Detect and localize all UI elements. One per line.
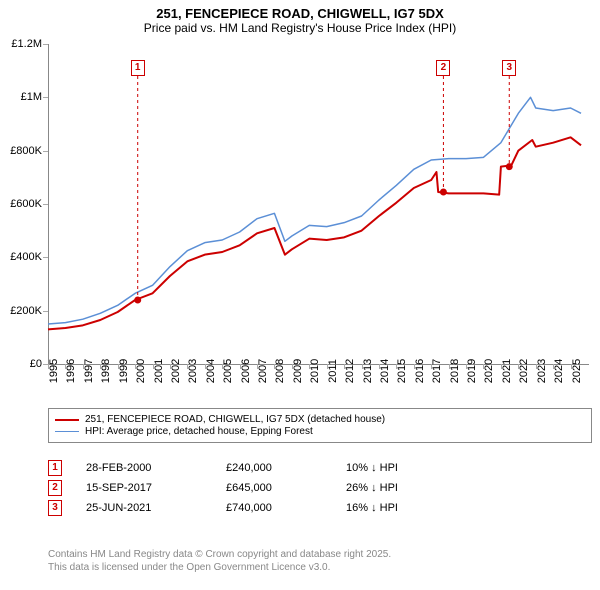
x-axis-tick-label: 2024: [553, 359, 565, 383]
transaction-date: 25-JUN-2021: [86, 502, 226, 514]
x-axis-tick-label: 2006: [240, 359, 252, 383]
x-axis-tick-label: 2015: [396, 359, 408, 383]
legend-item: HPI: Average price, detached house, Eppi…: [55, 426, 585, 437]
transaction-date: 28-FEB-2000: [86, 462, 226, 474]
x-axis-tick-label: 1999: [118, 359, 130, 383]
transaction-marker: 1: [48, 460, 62, 476]
sale-marker-3: 3: [502, 60, 516, 76]
chart-legend: 251, FENCEPIECE ROAD, CHIGWELL, IG7 5DX …: [48, 408, 592, 443]
legend-item: 251, FENCEPIECE ROAD, CHIGWELL, IG7 5DX …: [55, 414, 585, 425]
title-address: 251, FENCEPIECE ROAD, CHIGWELL, IG7 5DX: [0, 6, 600, 21]
x-axis-tick-label: 2016: [414, 359, 426, 383]
x-axis-tick-label: 2021: [501, 359, 513, 383]
x-axis-tick-label: 2002: [170, 359, 182, 383]
footer-line-1: Contains HM Land Registry data © Crown c…: [48, 548, 391, 561]
x-axis-tick-label: 2009: [292, 359, 304, 383]
title-subtitle: Price paid vs. HM Land Registry's House …: [0, 21, 600, 35]
transaction-row: 3 25-JUN-2021£740,00016% ↓ HPI: [48, 500, 436, 516]
transactions-table: 1 28-FEB-2000£240,00010% ↓ HPI 2 15-SEP-201…: [48, 456, 436, 520]
transaction-price: £240,000: [226, 462, 346, 474]
y-axis-tick-label: £0: [2, 358, 42, 370]
x-axis-tick-label: 2022: [518, 359, 530, 383]
y-axis-tick-label: £1M: [2, 91, 42, 103]
x-axis-tick-label: 2018: [449, 359, 461, 383]
transaction-marker: 2: [48, 480, 62, 496]
x-axis-tick-label: 2001: [153, 359, 165, 383]
transaction-marker: 3: [48, 500, 62, 516]
x-axis-tick-label: 2005: [222, 359, 234, 383]
x-axis-tick-label: 2011: [327, 359, 339, 383]
x-axis-tick-label: 2010: [309, 359, 321, 383]
y-axis-tick-label: £200K: [2, 305, 42, 317]
sale-marker-2: 2: [436, 60, 450, 76]
y-axis-tick-label: £600K: [2, 198, 42, 210]
legend-swatch: [55, 419, 79, 421]
x-axis-tick-label: 1997: [83, 359, 95, 383]
transaction-diff: 26% ↓ HPI: [346, 482, 436, 494]
x-axis-tick-label: 1998: [100, 359, 112, 383]
x-axis-tick-label: 2017: [431, 359, 443, 383]
footer-attribution: Contains HM Land Registry data © Crown c…: [48, 548, 391, 574]
transaction-price: £740,000: [226, 502, 346, 514]
chart-title-block: 251, FENCEPIECE ROAD, CHIGWELL, IG7 5DX …: [0, 0, 600, 35]
x-axis-tick-label: 2003: [187, 359, 199, 383]
transaction-diff: 16% ↓ HPI: [346, 502, 436, 514]
x-axis-tick-label: 2019: [466, 359, 478, 383]
x-axis-tick-label: 2014: [379, 359, 391, 383]
legend-label: HPI: Average price, detached house, Eppi…: [85, 426, 313, 437]
y-axis-tick-label: £400K: [2, 251, 42, 263]
y-axis-tick-label: £800K: [2, 145, 42, 157]
x-axis-tick-label: 1995: [48, 359, 60, 383]
transaction-row: 1 28-FEB-2000£240,00010% ↓ HPI: [48, 460, 436, 476]
sale-marker-1: 1: [131, 60, 145, 76]
footer-line-2: This data is licensed under the Open Gov…: [48, 561, 391, 574]
x-axis-tick-label: 2023: [536, 359, 548, 383]
x-axis-tick-label: 2013: [362, 359, 374, 383]
transaction-date: 15-SEP-2017: [86, 482, 226, 494]
x-axis-tick-label: 2008: [274, 359, 286, 383]
x-axis-tick-label: 2020: [483, 359, 495, 383]
x-axis-tick-label: 2007: [257, 359, 269, 383]
x-axis-tick-label: 2012: [344, 359, 356, 383]
y-axis-tick-label: £1.2M: [2, 38, 42, 50]
legend-swatch: [55, 431, 79, 432]
legend-label: 251, FENCEPIECE ROAD, CHIGWELL, IG7 5DX …: [85, 414, 385, 425]
x-axis-tick-label: 2004: [205, 359, 217, 383]
transaction-diff: 10% ↓ HPI: [346, 462, 436, 474]
x-axis-tick-label: 2025: [571, 359, 583, 383]
transaction-row: 2 15-SEP-2017£645,00026% ↓ HPI: [48, 480, 436, 496]
x-axis-tick-label: 2000: [135, 359, 147, 383]
x-axis-tick-label: 1996: [65, 359, 77, 383]
transaction-price: £645,000: [226, 482, 346, 494]
